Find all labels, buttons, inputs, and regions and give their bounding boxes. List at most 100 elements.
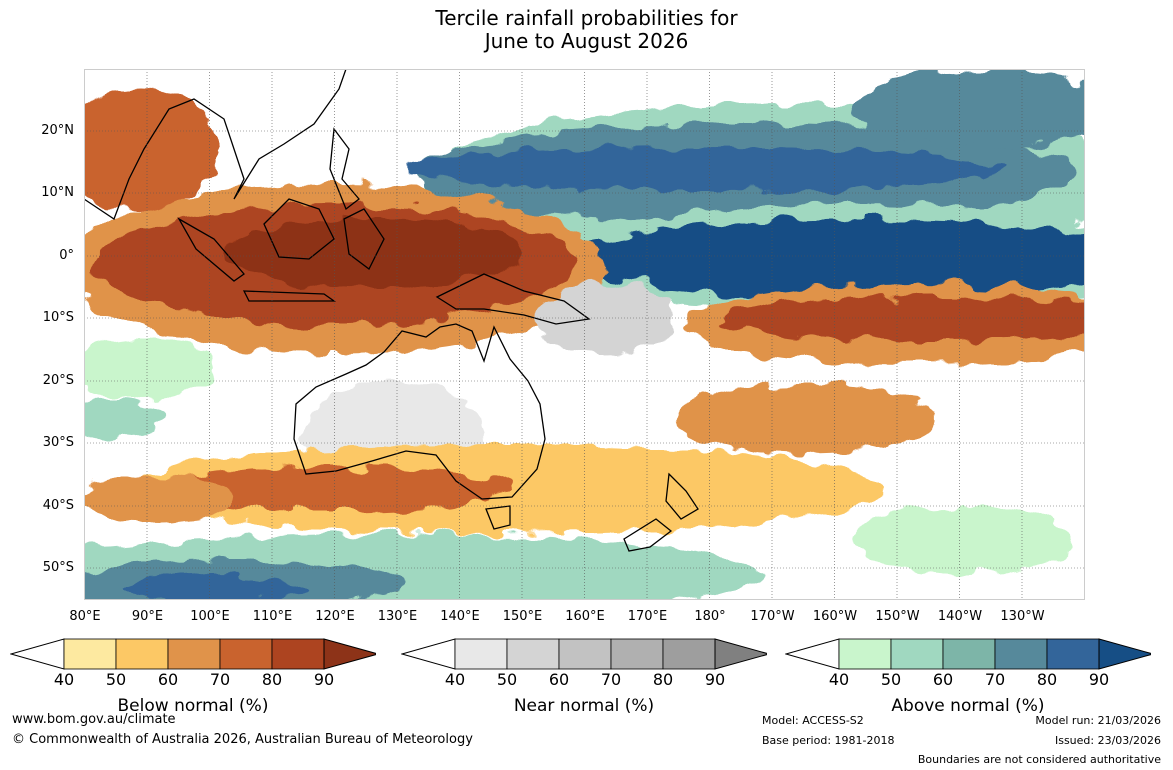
region-se-above <box>854 504 1074 574</box>
lon-label: 150°W <box>875 609 920 624</box>
colorbar-extend-low <box>10 638 65 670</box>
colorbar-segment-below <box>167 638 221 670</box>
region-s-pacific-below <box>724 297 1085 341</box>
legend-label-above: Above normal (%) <box>891 696 1045 716</box>
colorbar-segment-above <box>994 638 1048 670</box>
lat-label: 20°N <box>41 123 74 138</box>
model-name: Model: ACCESS-S2 <box>762 714 864 727</box>
colorbar-segment-above <box>838 638 892 670</box>
model-run-date: Model run: 21/03/2026 <box>1035 714 1161 727</box>
colorbar-extend-low <box>785 638 840 670</box>
colorbar-tick-below: 70 <box>209 670 231 689</box>
region-s-indian-above <box>84 399 164 439</box>
coastline-new-guinea <box>435 273 591 325</box>
coastline-borneo <box>263 198 335 260</box>
colorbar-below-normal <box>10 638 376 670</box>
boundaries-disclaimer: Boundaries are not considered authoritat… <box>917 753 1161 766</box>
lon-label: 80°E <box>69 609 101 624</box>
lon-label: 130°W <box>1000 609 1045 624</box>
lon-label: 160°W <box>812 609 858 624</box>
copyright-text: © Commonwealth of Australia 2026, Austra… <box>12 732 473 747</box>
region-southern-below <box>154 467 514 511</box>
region-nw-below <box>84 89 219 209</box>
coastline-australia <box>293 323 546 500</box>
colorbar-segment-near <box>610 638 664 670</box>
lon-label: 140°W <box>937 609 983 624</box>
colorbar-tick-above: 60 <box>932 670 954 689</box>
region-eq-pacific-above <box>574 219 1085 299</box>
coastline-new-zealand <box>623 472 699 552</box>
colorbar-segment-near <box>558 638 612 670</box>
colorbar-near-normal <box>401 638 767 670</box>
colorbar-extend-high <box>714 638 767 670</box>
colorbar-tick-above: 70 <box>984 670 1006 689</box>
region-southern-ocean-above-dark <box>124 575 304 600</box>
colorbar-tick-near: 60 <box>548 670 570 689</box>
lat-label: 10°N <box>41 185 74 200</box>
colorbar-tick-below: 50 <box>105 670 127 689</box>
colorbar-segment-below <box>219 638 273 670</box>
coastline-java <box>242 290 337 302</box>
lon-label: 160°E <box>565 609 605 624</box>
lon-label: 140°E <box>440 609 480 624</box>
coastline-asia-mainland <box>84 69 347 220</box>
colorbar-segment-below <box>115 638 169 670</box>
region-w-indian-above <box>84 339 214 399</box>
colorbar-above-normal <box>785 638 1151 670</box>
colorbar-segment-near <box>454 638 508 670</box>
region-central-s-pacific-below <box>674 384 934 454</box>
lon-label: 130°E <box>377 609 418 624</box>
lat-label: 40°S <box>42 498 74 513</box>
colorbar-tick-below: 60 <box>157 670 179 689</box>
lon-label: 170°E <box>627 609 668 624</box>
colorbar-tick-below: 80 <box>261 670 283 689</box>
legend-label-below: Below normal (%) <box>117 696 269 716</box>
colorbar-segment-above <box>942 638 996 670</box>
lon-label: 110°E <box>252 609 293 624</box>
colorbar-segment-near <box>506 638 560 670</box>
colorbar-tick-above: 50 <box>880 670 902 689</box>
colorbar-segment-below <box>63 638 117 670</box>
legend-label-near: Near normal (%) <box>513 696 655 716</box>
colorbar-tick-near: 50 <box>496 670 518 689</box>
colorbar-tick-near: 90 <box>704 670 726 689</box>
colorbar-tick-above: 90 <box>1088 670 1110 689</box>
lat-label: 50°S <box>42 560 74 575</box>
colorbar-extend-high <box>1098 638 1151 670</box>
lat-label: 30°S <box>42 435 74 450</box>
colorbar-tick-above: 40 <box>828 670 850 689</box>
colorbar-tick-below: 40 <box>53 670 75 689</box>
website-link[interactable]: www.bom.gov.au/climate <box>12 712 176 727</box>
colorbar-tick-above: 80 <box>1036 670 1058 689</box>
colorbar-tick-near: 80 <box>652 670 674 689</box>
region-n-pacific-above-dark <box>404 147 1004 191</box>
region-near-normal <box>534 284 674 354</box>
colorbar-segment-near <box>662 638 716 670</box>
colorbar-segment-above <box>890 638 944 670</box>
coastline-philippines <box>329 127 360 211</box>
issued-date: Issued: 23/03/2026 <box>1054 734 1161 747</box>
colorbar-tick-below: 90 <box>313 670 335 689</box>
map-title-line2: June to August 2026 <box>484 29 689 53</box>
colorbar-extend-high <box>323 638 376 670</box>
coastline-sulawesi <box>343 208 385 270</box>
coastline-tasmania <box>485 505 511 530</box>
lat-label: 10°S <box>42 310 74 325</box>
lat-label: 20°S <box>42 373 74 388</box>
lon-label: 180° <box>694 609 726 624</box>
lon-label: 170°W <box>750 609 795 624</box>
colorbar-segment-below <box>271 638 325 670</box>
lon-label: 120°E <box>315 609 355 624</box>
region-maritime-below-dark <box>224 219 524 289</box>
region-ne-above <box>854 69 1085 149</box>
colorbar-segment-above <box>1046 638 1100 670</box>
coastline-sumatra <box>177 217 245 282</box>
lon-label: 100°E <box>190 609 230 624</box>
lat-label: 0° <box>59 248 74 263</box>
colorbar-tick-near: 70 <box>600 670 622 689</box>
base-period: Base period: 1981-2018 <box>762 734 895 747</box>
map-title-line1: Tercile rainfall probabilities for <box>435 6 738 30</box>
region-sw-below <box>84 474 234 524</box>
lon-label: 90°E <box>131 609 164 624</box>
lon-label: 150°E <box>502 609 543 624</box>
